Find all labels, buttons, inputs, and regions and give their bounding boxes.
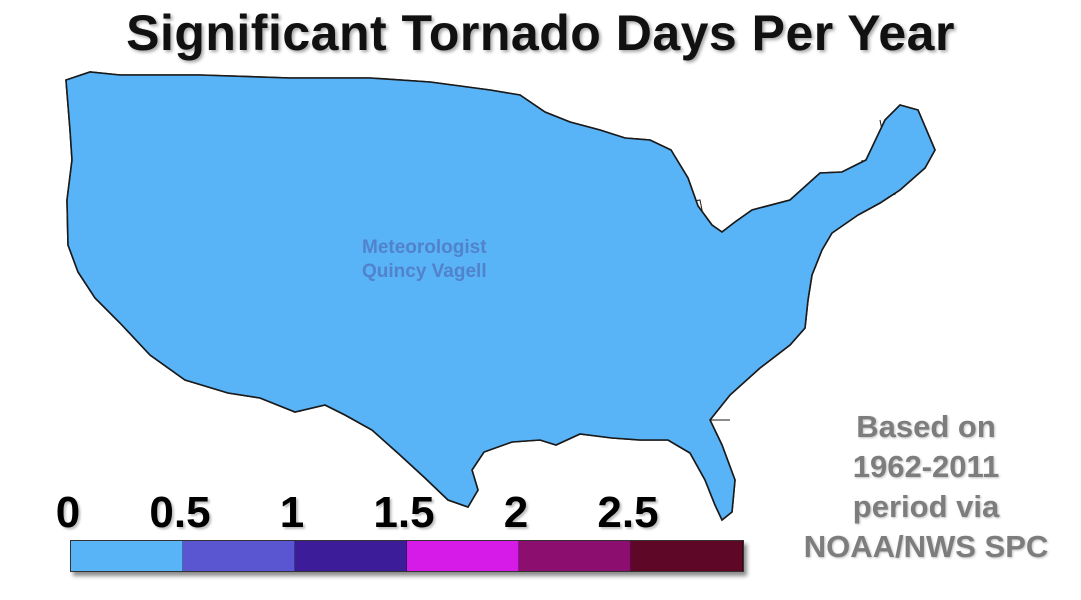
watermark-line-1: Meteorologist — [362, 237, 487, 258]
legend-swatch — [295, 541, 407, 571]
legend-label-15: 1.5 — [373, 488, 435, 537]
source-note-line-3: period via — [852, 489, 1000, 524]
watermark-line-2: Quincy Vagell — [362, 261, 487, 282]
legend-swatch — [407, 541, 519, 571]
legend-label-05: 0.5 — [149, 488, 211, 537]
source-note-line-1: Based on — [856, 409, 996, 444]
legend-label-0: 0 — [55, 488, 81, 537]
watermark: Meteorologist Quincy Vagell — [362, 236, 487, 284]
legend-swatch — [71, 541, 183, 571]
legend-swatch — [519, 541, 631, 571]
legend-swatch — [183, 541, 295, 571]
legend-label-1: 1 — [279, 488, 305, 537]
source-note-line-4: NOAA/NWS SPC — [803, 529, 1049, 564]
legend-swatch — [631, 541, 743, 571]
map-title: Significant Tornado Days Per Year — [126, 5, 955, 61]
legend-label-25: 2.5 — [597, 488, 659, 537]
source-note-line-2: 1962-2011 — [852, 449, 1000, 484]
legend-labels: 0 0.5 1 1.5 2 2.5 — [28, 488, 748, 538]
legend-label-2: 2 — [503, 488, 529, 537]
source-note: Based on 1962-2011 period via NOAA/NWS S… — [778, 407, 1074, 567]
legend-color-bar — [70, 540, 744, 572]
